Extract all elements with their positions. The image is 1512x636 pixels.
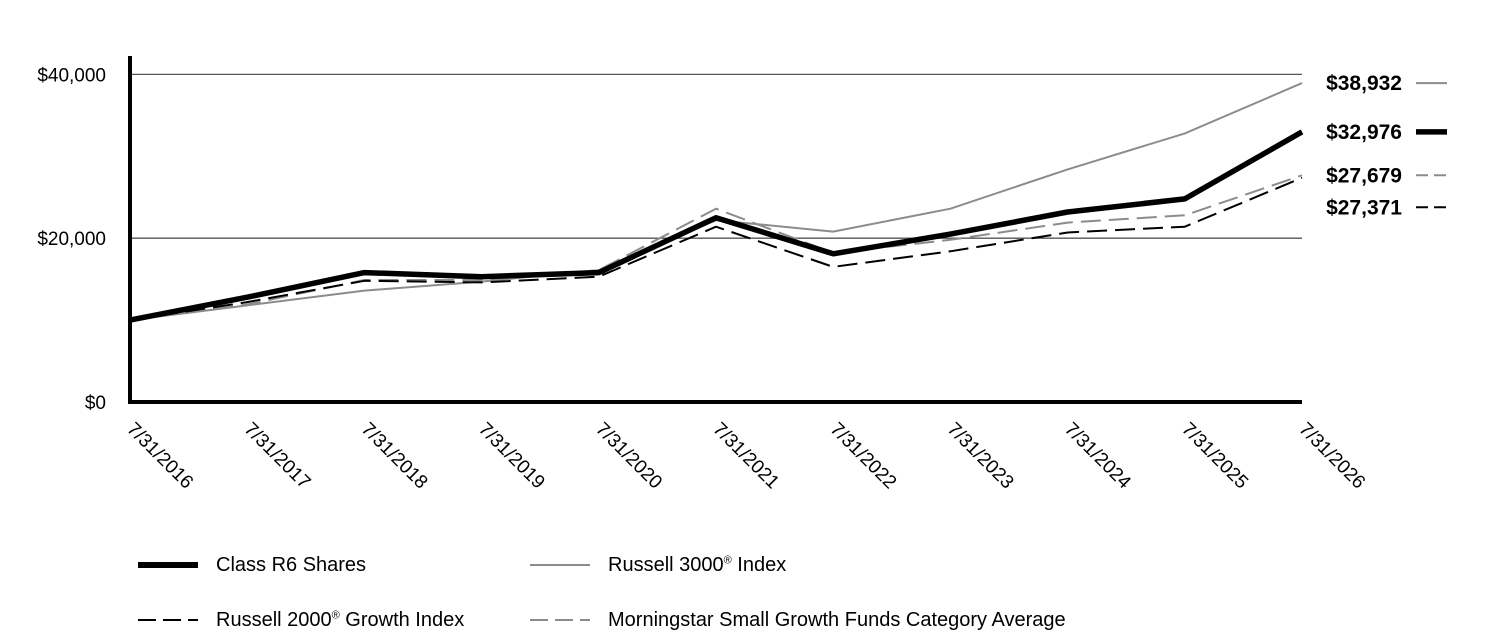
end-label-series-3: $27,679 xyxy=(1326,164,1402,187)
series-lines xyxy=(129,82,1304,323)
x-tick-label: 7/31/2023 xyxy=(943,419,1018,494)
end-label-series-0: $32,976 xyxy=(1326,121,1402,144)
x-tick-label: 7/31/2024 xyxy=(1060,419,1135,494)
end-labels: $38,932 $32,976 $27,679 $27,371 xyxy=(1326,72,1447,219)
legend-label-russell-3000: Russell 3000® Index xyxy=(608,553,787,576)
x-tick-label: 7/31/2017 xyxy=(240,419,315,494)
x-tick-label: 7/31/2021 xyxy=(708,419,783,494)
x-tick-label: 7/31/2019 xyxy=(474,419,549,494)
end-label-series-2: $27,371 xyxy=(1326,196,1402,219)
x-tick-label: 7/31/2016 xyxy=(122,419,197,494)
legend-item-russell-2000-growth: Russell 2000® Growth Index xyxy=(138,605,464,635)
legend-item-morningstar: Morningstar Small Growth Funds Category … xyxy=(530,605,1066,635)
x-tick-label: 7/31/2022 xyxy=(826,419,901,494)
axes xyxy=(128,56,1302,404)
legend-label-class-r6: Class R6 Shares xyxy=(216,553,367,576)
growth-chart: $0$20,000$40,000 7/31/2016 7/31/2017 7/31/… xyxy=(37,56,1447,494)
series-line-2 xyxy=(129,176,1303,322)
series-line-0 xyxy=(129,129,1304,323)
y-tick-label: $40,000 xyxy=(37,65,106,86)
legend-swatch-class-r6 xyxy=(138,562,198,568)
legend-label-morningstar: Morningstar Small Growth Funds Category … xyxy=(608,608,1066,631)
x-tick-label: 7/31/2025 xyxy=(1177,419,1252,494)
legend-swatch-morningstar xyxy=(530,619,590,621)
end-label-series-1: $38,932 xyxy=(1326,72,1402,95)
x-tick-label: 7/31/2020 xyxy=(591,419,666,494)
legend-item-russell-3000: Russell 3000® Index xyxy=(530,550,786,580)
legend-swatch-russell-3000 xyxy=(530,564,590,566)
legend-swatch-russell-2000-growth xyxy=(138,619,198,621)
y-axis-ticks: $0 $20,000 $40,000 xyxy=(37,65,106,414)
x-axis-ticks: 7/31/2016 7/31/2017 7/31/2018 7/31/2019 7/31… xyxy=(122,419,1369,494)
legend-label-russell-2000-growth: Russell 2000® Growth Index xyxy=(216,608,465,631)
x-tick-label: 7/31/2018 xyxy=(357,419,432,494)
y-tick-label: $20,000 xyxy=(37,229,106,250)
legend: Class R6 Shares Russell 3000® Index Russ… xyxy=(138,548,1138,636)
legend-item-class-r6: Class R6 Shares xyxy=(138,550,366,580)
x-tick-label: 7/31/2026 xyxy=(1294,419,1369,494)
y-tick-label: $0 xyxy=(85,393,106,414)
gridlines xyxy=(130,73,1302,239)
